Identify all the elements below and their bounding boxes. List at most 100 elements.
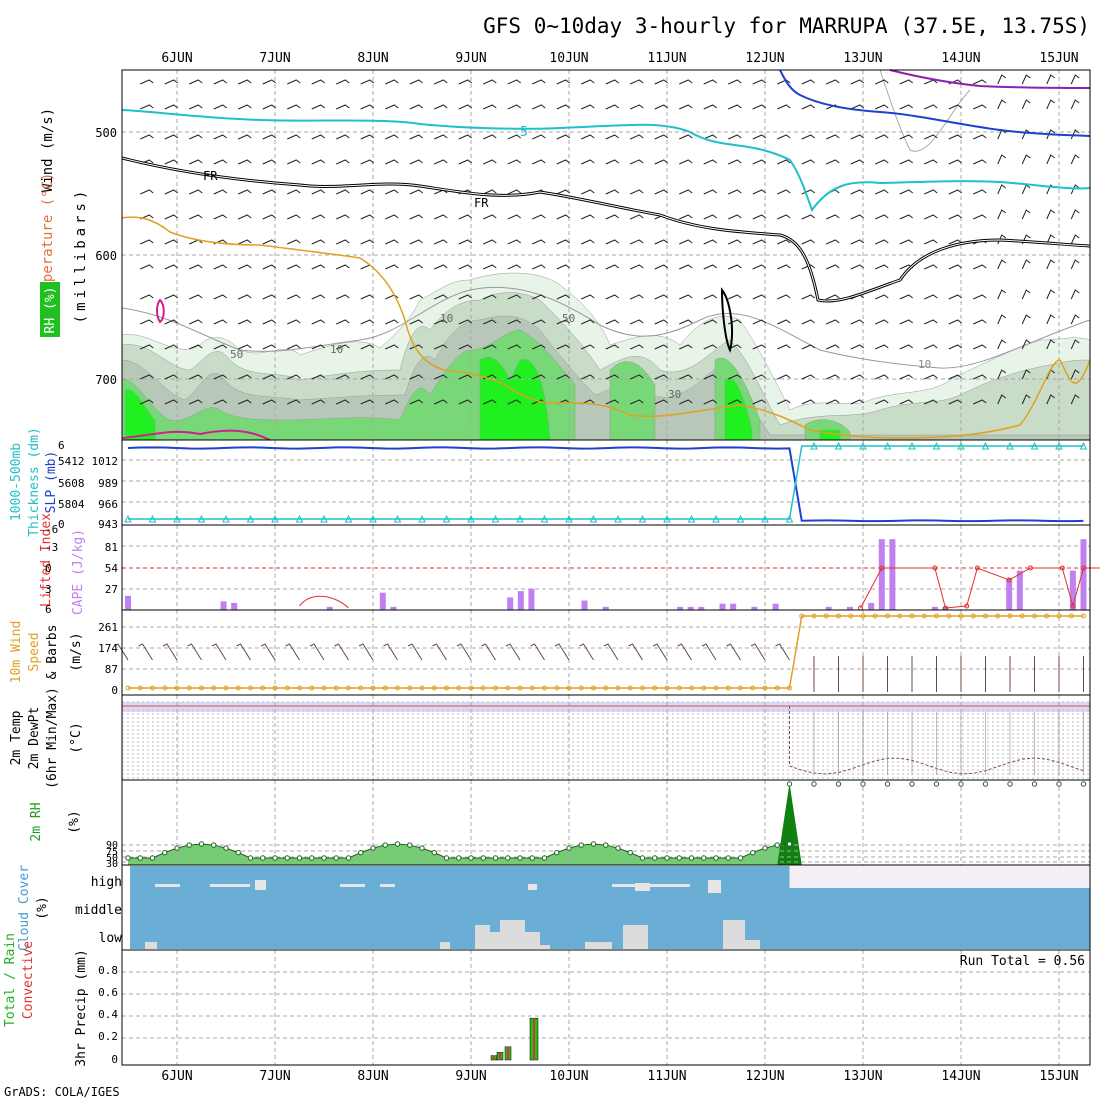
wind-barb [409, 214, 424, 220]
wind-barb [360, 319, 375, 325]
rh2m-marker [688, 855, 695, 861]
wind-barb [1070, 394, 1080, 405]
wind10m-marker [517, 685, 523, 691]
wind-barb [850, 189, 865, 195]
wind-barb [360, 239, 375, 245]
wind-barb [728, 189, 742, 195]
thickness-marker [467, 514, 475, 523]
wind-barb [605, 79, 620, 85]
wind-barb [360, 399, 375, 405]
wind10m-marker [836, 613, 841, 619]
day-label-bottom: 15JUN [1039, 1069, 1078, 1084]
thickness-marker [712, 514, 720, 523]
wind-barb [311, 319, 326, 325]
wind-barb [654, 264, 669, 270]
wind-barb [385, 134, 399, 140]
wind-barb [703, 134, 718, 140]
wind-barb [948, 239, 963, 245]
wind-barb [532, 159, 546, 165]
wind10m-marker [407, 685, 413, 691]
wind-barb [997, 99, 1007, 110]
wind10m-barb [750, 643, 766, 661]
rh2m-marker [137, 855, 143, 861]
wind-barb [777, 294, 791, 300]
wind-barb [336, 374, 350, 380]
rh-tick: 75 [106, 847, 118, 858]
thickness-marker [908, 441, 916, 450]
wind-barb [875, 189, 889, 195]
wind-barb [752, 189, 767, 195]
wind-barb [630, 399, 644, 405]
wind-barb [213, 134, 228, 140]
wind-tick: 261 [98, 621, 118, 634]
wind-barb [801, 214, 816, 220]
cape-bar [868, 602, 875, 610]
wind10m-marker [640, 685, 645, 691]
li-tick: -3 [45, 541, 58, 554]
wind-barb [360, 214, 375, 220]
rh2m-marker [1007, 781, 1013, 787]
wind-barb [556, 79, 571, 85]
wind-barb [581, 294, 595, 300]
wind-barb [703, 189, 718, 195]
wind10m-marker [983, 613, 988, 619]
wind-barb [679, 239, 693, 245]
wind-barb [948, 104, 963, 110]
rh2m-marker [578, 842, 584, 848]
wind10m-marker [493, 685, 498, 691]
wind-barb [385, 374, 399, 380]
wind10m-marker [150, 685, 155, 691]
wind10m-marker [321, 685, 327, 691]
rh-tick: 90 [106, 840, 118, 851]
wind10m-marker [566, 685, 572, 691]
wind-barb [458, 264, 473, 270]
wind-barb [875, 264, 889, 270]
wind10m-marker [297, 685, 302, 691]
wind-barb [189, 294, 203, 300]
wind-barb [434, 104, 448, 110]
wind-barb [679, 374, 693, 380]
wind-barb [189, 264, 203, 270]
contour-line [879, 69, 971, 152]
wind-barb [140, 319, 154, 325]
day-label-bottom: 12JUN [745, 1069, 784, 1084]
li-marker [964, 603, 970, 609]
rh2m-marker [664, 855, 670, 861]
wind10m-marker [554, 685, 560, 691]
wind10m-marker [260, 685, 266, 691]
wind-barb [899, 374, 914, 380]
wind-barb [434, 344, 448, 350]
wind-barb [777, 189, 791, 195]
thickness-marker [148, 514, 157, 523]
wind-barb [532, 264, 546, 270]
wind-barb [924, 399, 938, 405]
wind-barb [801, 294, 816, 300]
rh2m-marker [272, 855, 278, 861]
slp-label: SLP (mb) [44, 451, 59, 514]
wind-barb [997, 394, 1007, 405]
wind-barb [1070, 234, 1080, 245]
rh2m-marker [198, 841, 205, 847]
cape-bar [517, 591, 524, 610]
precip-convective-label: Convective [21, 941, 36, 1019]
rh2m-marker [492, 855, 499, 861]
rh2m-marker [247, 855, 254, 861]
wind-barb [850, 159, 865, 165]
cloud-high-gap [380, 884, 395, 887]
wind10m-marker [921, 613, 927, 619]
wind-barb [997, 209, 1007, 220]
thickness-marker [736, 514, 745, 523]
wind-barb [189, 134, 203, 140]
wind10m-marker [946, 613, 952, 619]
rh2m-marker [394, 841, 401, 847]
rh2m-marker [811, 781, 817, 787]
wind-barb [140, 79, 154, 85]
cloud-high-gap [708, 880, 721, 893]
wind-barb [189, 319, 203, 325]
wind-barb [164, 79, 179, 85]
rh-swatch [40, 282, 60, 337]
wind-barb [532, 294, 546, 300]
wind10m-marker [419, 685, 425, 691]
wind-barb [556, 374, 571, 380]
